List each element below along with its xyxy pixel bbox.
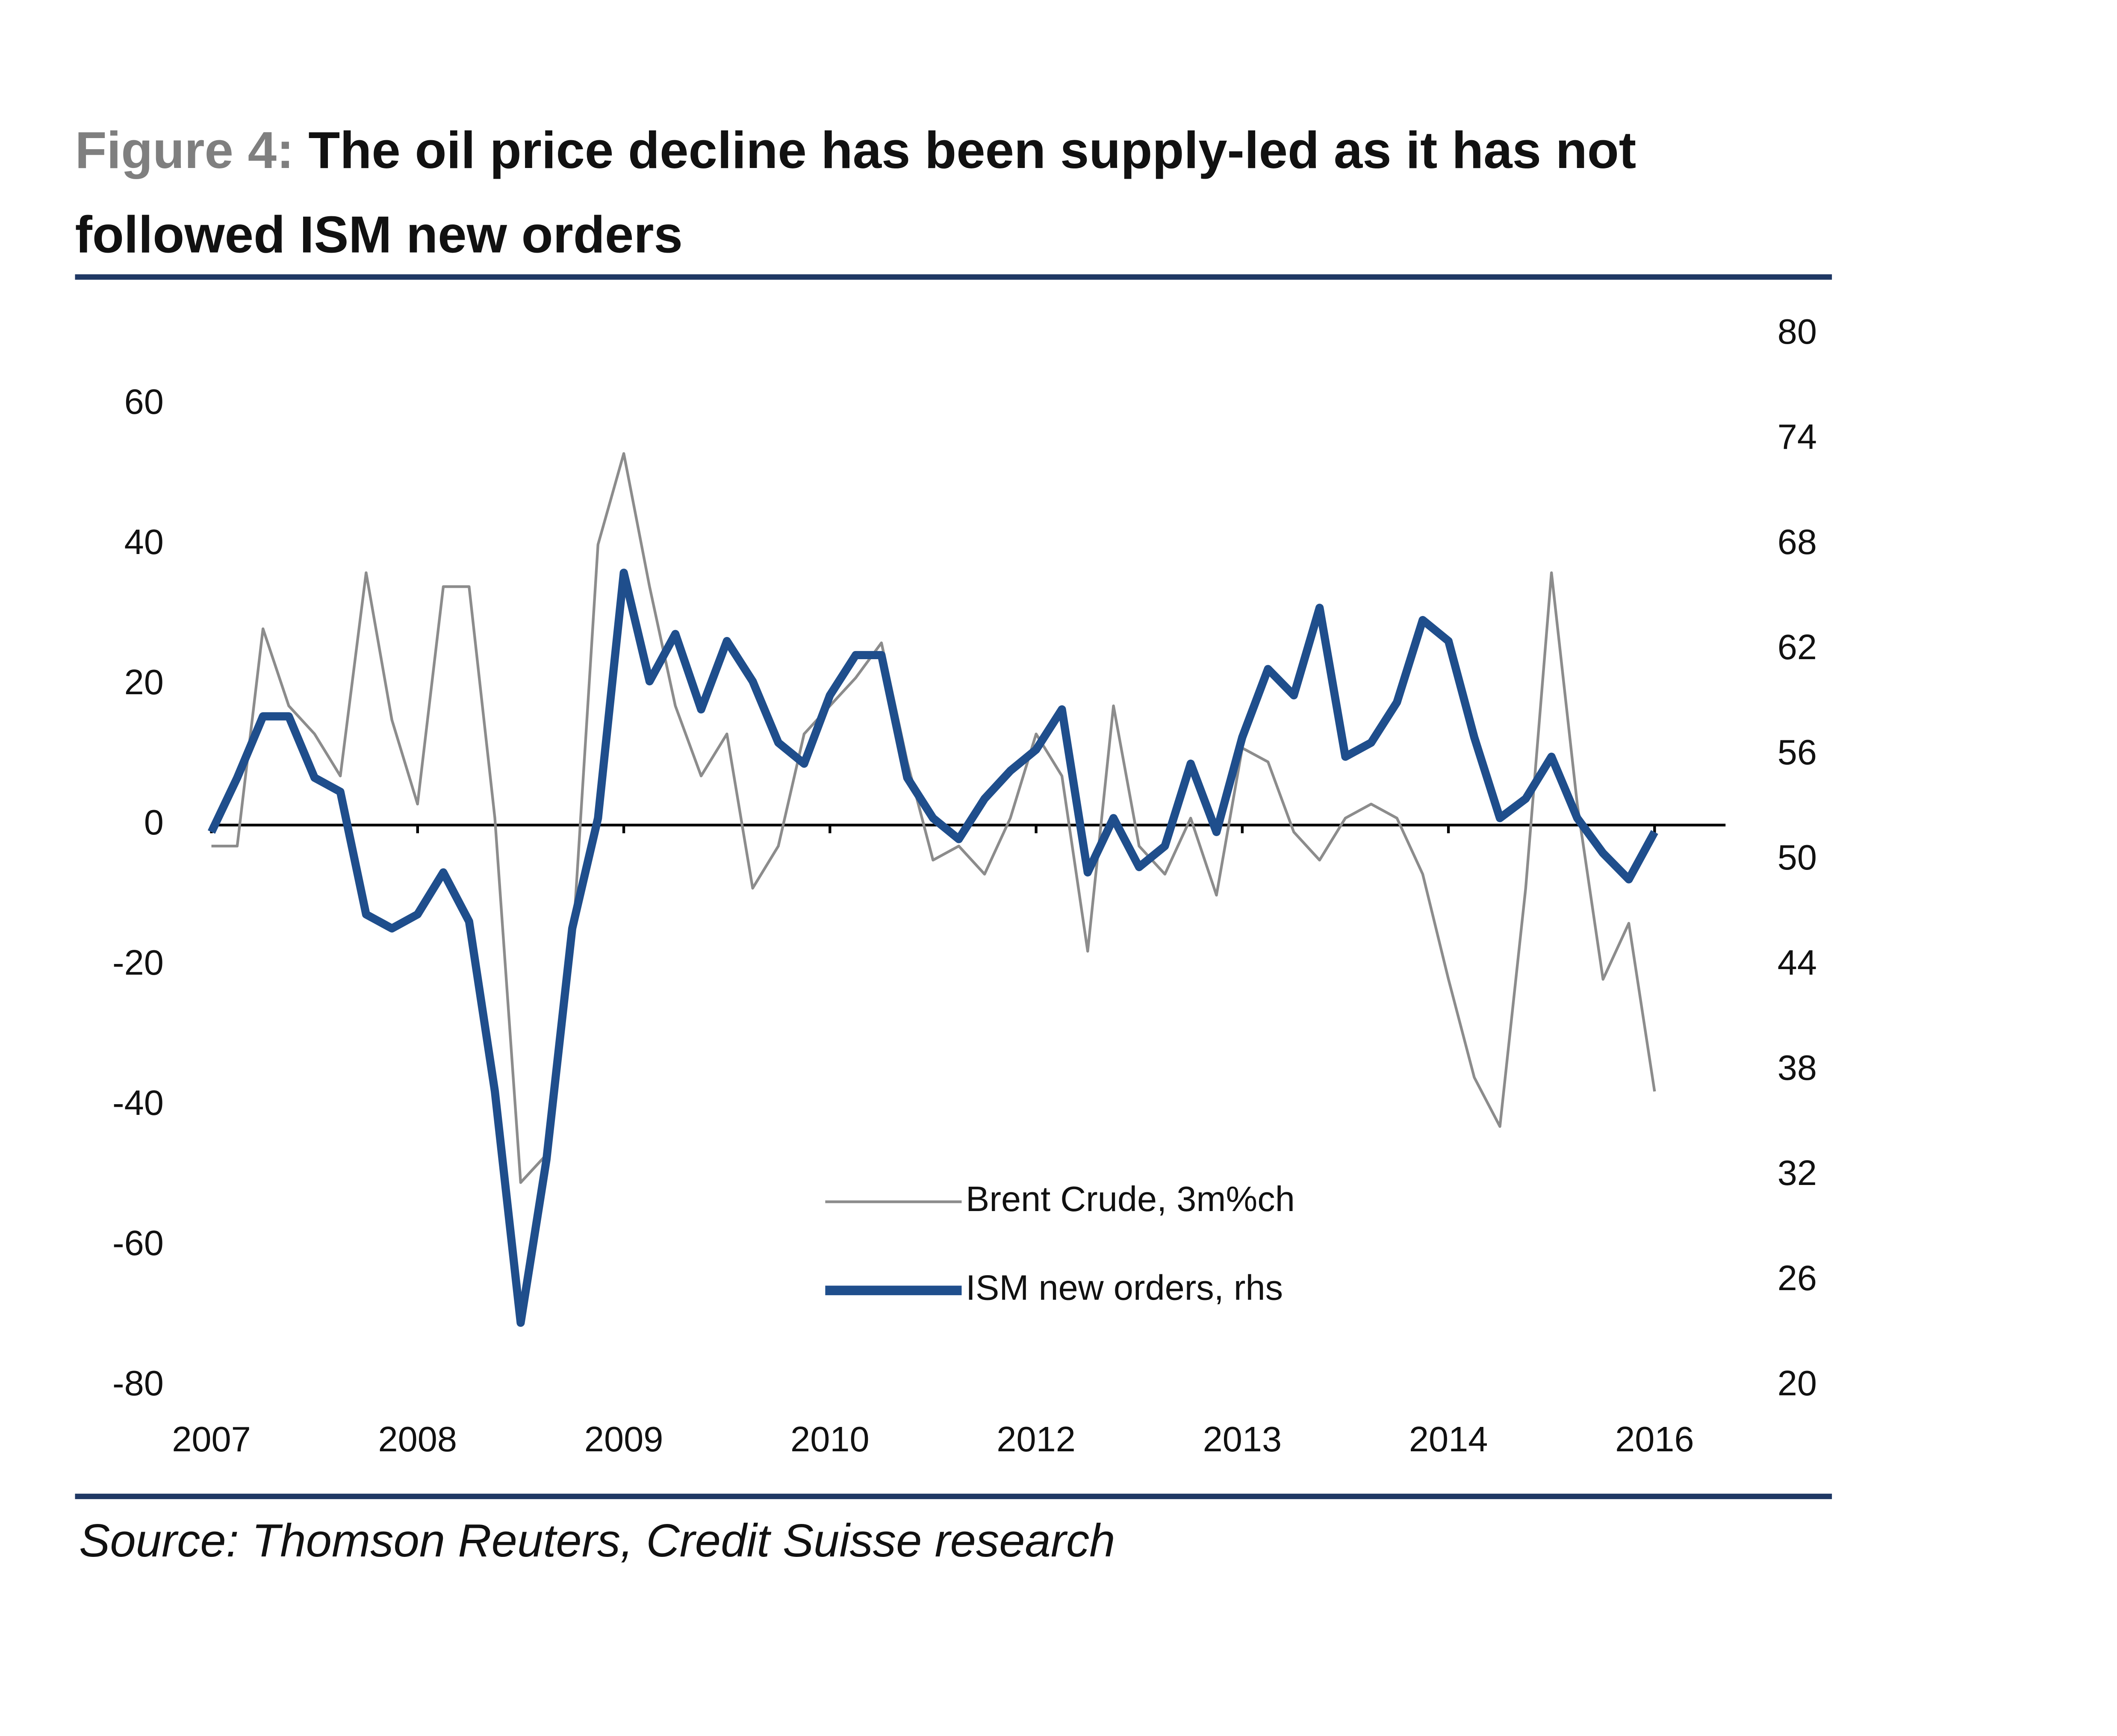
x-tick-label: 2012 — [997, 1419, 1076, 1459]
series-line — [211, 452, 1656, 1184]
y-tick-label: -20 — [112, 943, 164, 982]
y2-tick-label: 38 — [1778, 1048, 1817, 1088]
y-tick-label: -60 — [112, 1223, 164, 1263]
x-tick-label: 2014 — [1409, 1419, 1488, 1459]
x-tick-label: 2009 — [584, 1419, 663, 1459]
y-tick-label: 40 — [124, 522, 164, 562]
y2-tick-label: 62 — [1778, 627, 1817, 667]
y2-tick-label: 20 — [1778, 1363, 1817, 1403]
legend-label: Brent Crude, 3m%ch — [966, 1179, 1295, 1219]
y2-tick-label: 68 — [1778, 522, 1817, 562]
legend-label: ISM new orders, rhs — [966, 1268, 1283, 1308]
x-tick-label: 2013 — [1203, 1419, 1282, 1459]
y-tick-label: 0 — [144, 802, 164, 842]
source: Source: Thomson Reuters, Credit Suisse r… — [79, 1515, 1115, 1566]
figure-label: Figure 4: — [75, 123, 294, 180]
x-tick-label: 2010 — [790, 1419, 870, 1459]
x-tick-label: 2007 — [172, 1419, 251, 1459]
y-tick-label: 60 — [124, 382, 164, 421]
y-tick-label: -80 — [112, 1363, 164, 1403]
y2-tick-label: 50 — [1778, 837, 1817, 877]
x-tick-label: 2016 — [1615, 1419, 1694, 1459]
y2-tick-label: 80 — [1778, 312, 1817, 351]
y2-tick-label: 56 — [1778, 732, 1817, 772]
y-tick-label: 20 — [124, 662, 164, 702]
y2-tick-label: 26 — [1778, 1258, 1817, 1298]
series-line — [207, 569, 1658, 1327]
x-tick-label: 2008 — [378, 1419, 457, 1459]
chart-title: The oil price decline has been supply-le… — [75, 123, 1636, 265]
y2-tick-label: 74 — [1778, 417, 1817, 457]
chart-title-block: Figure 4: The oil price decline has been… — [75, 109, 1848, 279]
title-box: Figure 4: The oil price decline has been… — [75, 109, 1848, 279]
y-tick-label: -40 — [112, 1083, 164, 1123]
y2-tick-label: 32 — [1778, 1153, 1817, 1193]
y2-tick-label: 44 — [1778, 943, 1817, 982]
